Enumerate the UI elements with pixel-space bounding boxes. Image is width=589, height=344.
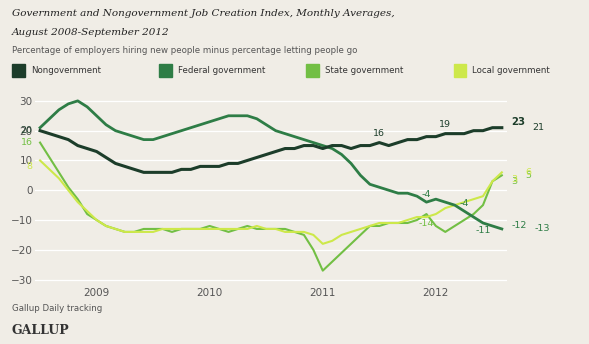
Text: August 2008-September 2012: August 2008-September 2012 (12, 28, 170, 36)
Text: 8: 8 (27, 162, 32, 171)
Text: -4: -4 (422, 190, 431, 199)
Text: Government and Nongovernment Job Creation Index, Monthly Averages,: Government and Nongovernment Job Creatio… (12, 9, 395, 18)
Text: -11: -11 (475, 226, 491, 235)
Text: -13: -13 (535, 224, 550, 234)
Text: Local government: Local government (472, 66, 550, 75)
Text: 23: 23 (511, 117, 525, 127)
Text: Nongovernment: Nongovernment (31, 66, 101, 75)
Text: -12: -12 (511, 222, 527, 230)
Text: 3: 3 (511, 177, 517, 186)
Text: Federal government: Federal government (178, 66, 265, 75)
Text: -14: -14 (419, 218, 434, 227)
Text: 16: 16 (21, 138, 32, 147)
Text: 16: 16 (373, 129, 385, 138)
Text: -4: -4 (459, 199, 469, 208)
Text: Gallup Daily tracking: Gallup Daily tracking (12, 304, 102, 313)
Text: 3: 3 (511, 175, 517, 184)
Text: GALLUP: GALLUP (12, 324, 70, 337)
Text: State government: State government (325, 66, 403, 75)
Text: 21: 21 (532, 123, 544, 132)
Text: 6: 6 (525, 168, 531, 177)
Text: Percentage of employers hiring new people minus percentage letting people go: Percentage of employers hiring new peopl… (12, 46, 357, 55)
Text: 5: 5 (525, 171, 531, 180)
Text: 19: 19 (439, 120, 451, 129)
Text: 20: 20 (21, 126, 32, 135)
